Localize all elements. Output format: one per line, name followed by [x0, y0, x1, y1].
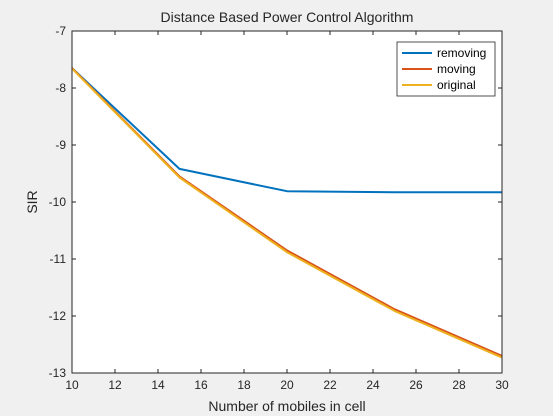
legend: removing moving original — [397, 42, 495, 96]
x-tick-label: 12 — [108, 378, 122, 392]
y-tick-label: -12 — [49, 309, 67, 323]
legend-label-original: original — [437, 78, 476, 92]
x-tick-label: 26 — [409, 378, 423, 392]
x-tick-label: 30 — [495, 378, 509, 392]
x-tick-label: 18 — [237, 378, 251, 392]
x-tick-label: 10 — [65, 378, 79, 392]
x-tick-label: 22 — [323, 378, 337, 392]
x-tick-label: 14 — [151, 378, 165, 392]
y-axis-label: SIR — [24, 190, 40, 213]
y-tick-label: -7 — [55, 24, 66, 38]
legend-label-removing: removing — [437, 46, 486, 60]
chart-title: Distance Based Power Control Algorithm — [161, 9, 414, 25]
y-tick-label: -8 — [55, 81, 66, 95]
y-tick-label: -13 — [49, 366, 67, 380]
x-tick-label: 24 — [366, 378, 380, 392]
y-tick-label: -9 — [55, 138, 66, 152]
x-axis-label: Number of mobiles in cell — [208, 398, 365, 414]
x-tick-label: 28 — [452, 378, 466, 392]
x-tick-label: 16 — [194, 378, 208, 392]
y-tick-label: -10 — [49, 195, 67, 209]
legend-label-moving: moving — [437, 62, 476, 76]
x-tick-label: 20 — [280, 378, 294, 392]
y-tick-label: -11 — [50, 252, 67, 266]
